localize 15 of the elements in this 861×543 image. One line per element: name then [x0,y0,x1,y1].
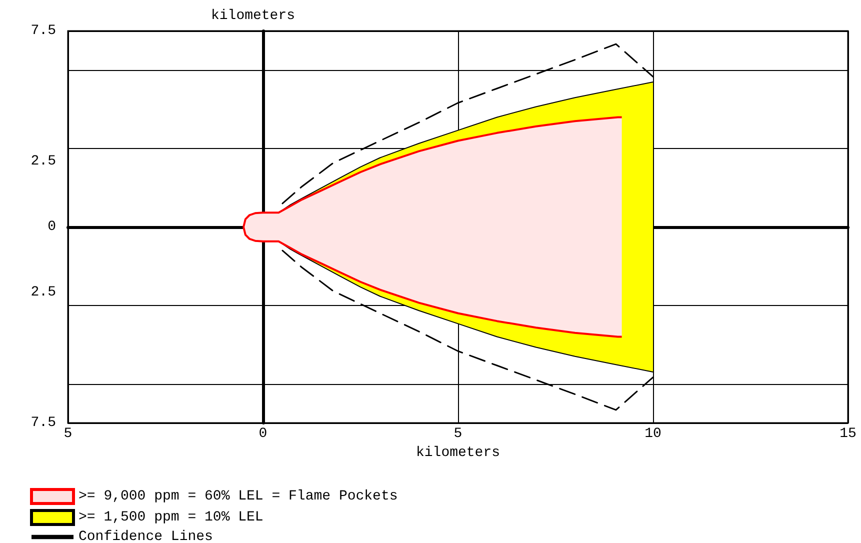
y-axis-title: kilometers [210,8,296,24]
y-tick-label: 7.5 [30,23,56,39]
x-tick-label: 5 [64,426,72,442]
legend-label: >= 1,500 ppm = 10% LEL [78,510,264,526]
legend-label: Confidence Lines [78,529,213,543]
x-tick-label: 15 [840,426,856,442]
x-tick-label: 0 [258,426,268,442]
x-axis-title: kilometers [416,444,500,461]
y-tick-label: 7.5 [30,415,56,431]
x-tick-label: 5 [454,426,462,442]
y-tick-label: 2.5 [30,284,56,300]
y-tick-label: 2.5 [30,154,56,170]
y-tick-label: 0 [48,219,56,235]
x-tick-label: 10 [644,426,662,442]
legend-label: >= 9,000 ppm = 60% LEL = Flame Pockets [78,488,398,504]
